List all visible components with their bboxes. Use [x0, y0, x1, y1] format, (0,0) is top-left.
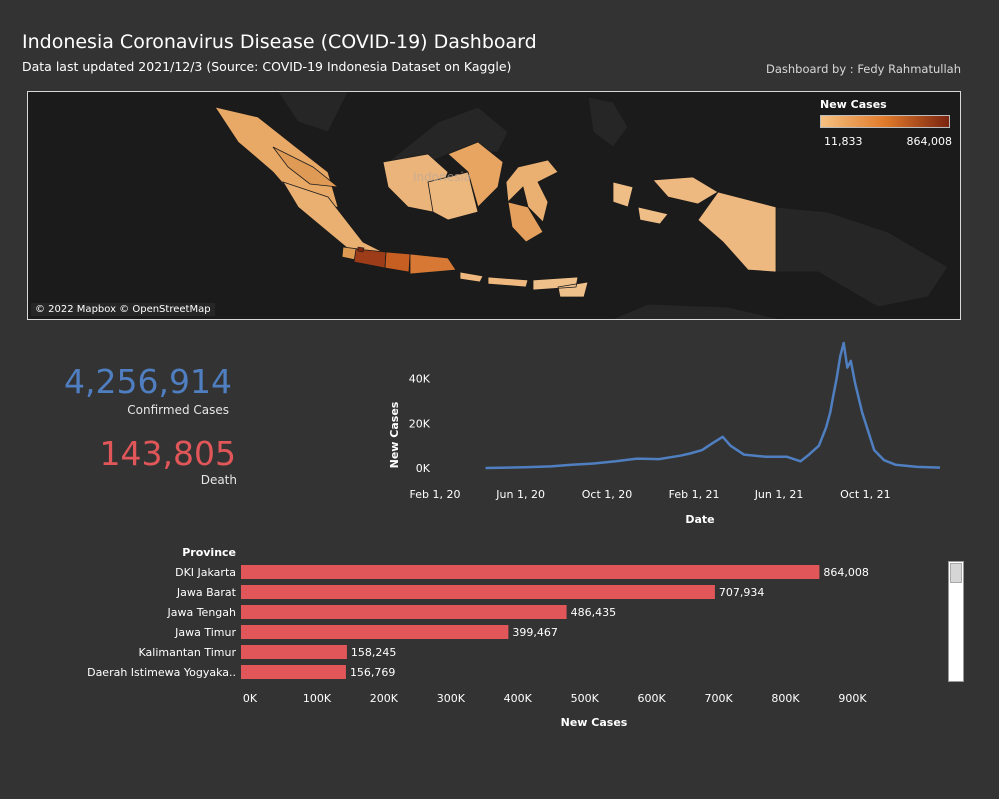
bar-x-tick-label: 300K [437, 692, 466, 705]
bar-x-tick-label: 100K [303, 692, 332, 705]
bar-0[interactable] [241, 565, 820, 579]
line-x-tick-label: Feb 1, 20 [410, 488, 461, 501]
legend-color-scale [820, 115, 950, 128]
map-province-jawa-timur[interactable] [409, 253, 457, 275]
line-y-tick-label: 20K [409, 417, 431, 430]
legend-min-label: 11,833 [824, 135, 863, 148]
map-land-australia [611, 303, 782, 319]
bar-value-label: 156,769 [350, 666, 396, 679]
bar-x-tick-label: 0K [243, 692, 258, 705]
map-province-papua[interactable] [697, 191, 777, 273]
bar-value-label: 864,008 [823, 566, 869, 579]
choropleth-map[interactable]: Indonesia New Cases 11,833 864,008 © 202… [27, 91, 961, 320]
bar-category-label: Jawa Barat [176, 586, 237, 599]
map-country-label: Indonesia [413, 170, 472, 184]
bar-value-label: 486,435 [571, 606, 617, 619]
map-province-bali-nusa[interactable] [459, 271, 529, 288]
bar-5[interactable] [241, 665, 346, 679]
map-land-malaysia [277, 92, 349, 133]
new-cases-line-chart[interactable]: New Cases 0K 20K 40K Feb 1, 20 Jun 1, 20 Oct… [380, 335, 960, 535]
bar-category-label: Jawa Tengah [166, 606, 236, 619]
dashboard-title: Indonesia Coronavirus Disease (COVID-19)… [22, 31, 537, 53]
map-svg[interactable] [28, 92, 961, 320]
map-legend: New Cases 11,833 864,008 [820, 98, 956, 148]
line-x-tick-label: Jun 1, 21 [754, 488, 804, 501]
bar-category-label: DKI Jakarta [175, 566, 236, 579]
scrollbar-thumb[interactable] [950, 563, 962, 583]
bar-3[interactable] [241, 625, 509, 639]
bar-x-tick-label: 900K [838, 692, 867, 705]
bar-x-tick-label: 600K [638, 692, 667, 705]
map-province-sulawesi-south[interactable] [507, 201, 544, 243]
bar-value-label: 707,934 [719, 586, 765, 599]
legend-max-label: 864,008 [906, 135, 953, 148]
bar-x-tick-label: 500K [571, 692, 600, 705]
bar-x-tick-label: 700K [704, 692, 733, 705]
map-province-dki-jakarta[interactable] [357, 246, 365, 253]
bar-chart-x-title: New Cases [561, 716, 628, 729]
line-y-tick-label: 40K [409, 373, 431, 386]
map-province-jawa-tengah[interactable] [384, 251, 411, 273]
map-province-kalimantan-east[interactable] [447, 141, 504, 208]
province-bar-chart[interactable]: Province DKI Jakarta 864,008 Jawa Barat 707… [40, 540, 945, 740]
bar-value-label: 158,245 [351, 646, 397, 659]
bar-2[interactable] [241, 605, 567, 619]
bar-category-label: Daerah Istimewa Yogyaka.. [87, 666, 236, 679]
line-x-tick-label: Jun 1, 20 [495, 488, 545, 501]
map-province-papua-west[interactable] [652, 176, 719, 205]
line-x-tick-label: Feb 1, 21 [669, 488, 720, 501]
map-province-sumatra-north[interactable] [214, 106, 339, 211]
map-land-philippines [587, 96, 629, 148]
bar-1[interactable] [241, 585, 715, 599]
map-province-maluku[interactable] [612, 181, 669, 225]
legend-title: New Cases [820, 98, 887, 111]
map-credit: © 2022 Mapbox © OpenStreetMap [31, 303, 215, 316]
dashboard-author: Dashboard by : Fedy Rahmatullah [765, 62, 961, 76]
map-province-kalimantan-central[interactable] [427, 171, 479, 221]
line-chart-y-title: New Cases [388, 401, 401, 468]
map-province-sulawesi[interactable] [505, 159, 559, 223]
line-x-tick-label: Oct 1, 21 [840, 488, 891, 501]
confirmed-cases-value: 4,256,914 [64, 362, 232, 401]
bar-x-tick-label: 800K [771, 692, 800, 705]
confirmed-cases-label: Confirmed Cases [127, 403, 229, 417]
bar-chart-header: Province [182, 546, 236, 559]
death-value: 143,805 [99, 434, 236, 473]
map-province-riau[interactable] [272, 146, 340, 188]
map-province-ntt[interactable] [532, 276, 589, 298]
bar-value-label: 399,467 [512, 626, 558, 639]
bar-chart-scrollbar[interactable] [948, 561, 964, 682]
map-land-png [775, 206, 949, 308]
line-chart-x-title: Date [685, 513, 714, 526]
bar-category-label: Jawa Timur [174, 626, 236, 639]
death-label: Death [200, 473, 237, 487]
line-x-tick-label: Oct 1, 20 [582, 488, 633, 501]
bar-4[interactable] [241, 645, 347, 659]
dashboard-subtitle: Data last updated 2021/12/3 (Source: COV… [22, 59, 512, 74]
map-province-jawa-barat[interactable] [353, 248, 387, 269]
bar-x-tick-label: 200K [370, 692, 399, 705]
bar-x-tick-label: 400K [504, 692, 533, 705]
line-series-new-cases[interactable] [485, 341, 941, 470]
bar-category-label: Kalimantan Timur [139, 646, 237, 659]
line-y-tick-label: 0K [416, 462, 431, 475]
